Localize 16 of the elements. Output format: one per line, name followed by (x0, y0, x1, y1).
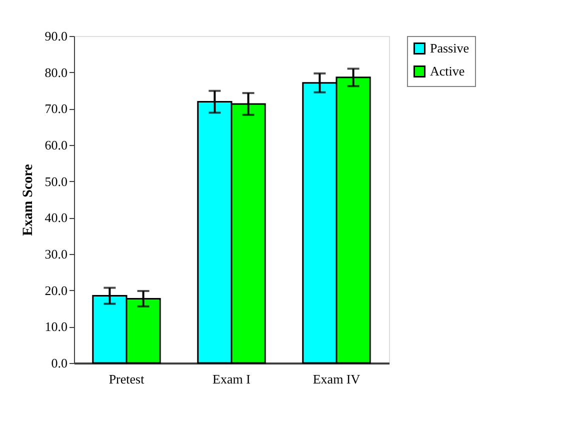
y-tick-label: 50.0 (44, 174, 68, 189)
y-tick-label: 40.0 (44, 210, 68, 226)
y-tick-label: 20.0 (44, 282, 68, 298)
legend-label: Active (430, 64, 465, 78)
y-tick-label: 60.0 (44, 138, 68, 152)
y-tick-label: 30.0 (44, 246, 68, 262)
y-axis-title: Exam Score (20, 164, 36, 236)
x-tick-label: Exam I (212, 372, 250, 386)
y-tick-label: 80.0 (44, 64, 68, 80)
x-tick-label: Pretest (108, 372, 145, 386)
x-tick-label: Exam IV (312, 372, 361, 386)
y-tick-label: 90.0 (44, 28, 68, 44)
y-tick-label: 70.0 (44, 101, 68, 116)
legend-label: Passive (430, 40, 470, 56)
y-tick-label: 0.0 (51, 356, 68, 370)
y-tick-label: 10.0 (44, 319, 68, 334)
